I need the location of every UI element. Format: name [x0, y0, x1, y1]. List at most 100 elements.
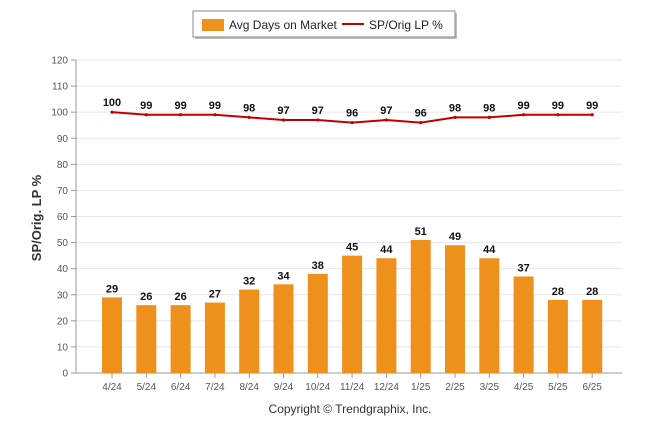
x-axis-ticks: 4/24 5/24 6/24 7/24 8/24 9/24 10/24 11/24 12/24 1…: [102, 373, 602, 393]
bar-value-label: 49: [449, 231, 461, 243]
bar-value-label: 51: [415, 226, 427, 238]
line-point: [487, 115, 491, 119]
line-value-label: 98: [483, 102, 495, 114]
line-value-label: 99: [174, 100, 186, 112]
line-value-label: 99: [209, 100, 221, 112]
x-tick-label: 1/25: [411, 382, 431, 393]
line-value-label: 96: [415, 108, 427, 120]
bar-value-label: 37: [517, 262, 529, 274]
line-point: [213, 113, 217, 117]
bar-value-label: 44: [483, 244, 496, 256]
bar-value-label: 32: [243, 276, 255, 288]
x-tick-label: 9/24: [274, 382, 294, 393]
line-value-label: 98: [243, 102, 255, 114]
x-tick-label: 4/25: [514, 382, 534, 393]
line-point: [453, 115, 457, 119]
line-value-label: 97: [277, 105, 289, 117]
x-tick-label: 7/24: [205, 382, 225, 393]
line-value-label: 99: [586, 100, 598, 112]
y-tick-label: 110: [52, 82, 68, 93]
bar: [513, 276, 534, 373]
bar: [170, 305, 191, 373]
x-tick-label: 5/25: [548, 382, 568, 393]
legend-line-label: SP/Orig LP %: [369, 18, 443, 32]
line-value-label: 97: [380, 105, 392, 117]
bar: [479, 258, 500, 373]
line-value-label: 97: [312, 105, 324, 117]
x-tick-label: 8/24: [239, 382, 259, 393]
line-value-label: 100: [103, 97, 121, 109]
bar: [136, 305, 157, 373]
y-tick-label: 100: [51, 108, 68, 119]
bar-value-label: 26: [174, 291, 186, 303]
y-tick-label: 120: [51, 56, 68, 67]
bar-value-label: 26: [140, 291, 152, 303]
x-tick-label: 6/25: [582, 382, 602, 393]
line-point: [384, 118, 388, 122]
bar: [273, 284, 294, 373]
x-tick-label: 10/24: [305, 382, 330, 393]
line-point: [590, 113, 594, 117]
bar-value-label: 28: [586, 286, 598, 298]
bar: [239, 289, 260, 373]
legend-bar-swatch: [202, 19, 224, 31]
line-point: [144, 113, 148, 117]
data-labels: 29 26 26 27 32 34 38 45 44 51 49 44 37 28 28 100 99 99 99 9…: [103, 97, 599, 303]
line-point: [556, 113, 560, 117]
bar: [204, 302, 225, 373]
y-tick-label: 70: [57, 186, 69, 197]
x-tick-label: 6/24: [171, 382, 191, 393]
line-point: [110, 110, 114, 114]
bar: [376, 258, 397, 373]
bar: [410, 239, 431, 373]
bar-value-label: 44: [380, 244, 393, 256]
line-point: [419, 121, 423, 125]
x-tick-label: 4/24: [102, 382, 122, 393]
x-tick-label: 2/25: [445, 382, 465, 393]
y-tick-label: 60: [57, 212, 69, 223]
y-tick-label: 40: [57, 264, 69, 275]
y-tick-label: 90: [57, 134, 69, 145]
line-value-label: 98: [449, 102, 461, 114]
y-axis-ticks: 0 10 20 30 40 50 60 70 80 90 100 110 120: [51, 56, 76, 380]
line-value-label: 99: [517, 100, 529, 112]
line-point: [281, 118, 286, 122]
x-tick-label: 11/24: [340, 382, 365, 393]
bar-value-label: 29: [106, 283, 118, 295]
bar-value-label: 38: [312, 260, 324, 272]
bar: [342, 255, 363, 373]
bar-series: [102, 239, 603, 373]
y-tick-label: 20: [57, 316, 69, 327]
x-tick-label: 12/24: [374, 382, 399, 393]
bar: [582, 299, 603, 373]
line-value-label: 96: [346, 108, 358, 120]
line-point: [247, 115, 251, 119]
legend-box: [192, 10, 456, 38]
y-tick-label: 10: [57, 342, 69, 353]
line-value-label: 99: [552, 100, 564, 112]
line-point: [350, 121, 354, 125]
y-tick-label: 80: [57, 160, 69, 171]
line-value-label: 99: [140, 100, 152, 112]
line-point: [316, 118, 320, 122]
line-series: [110, 110, 594, 125]
bar-value-label: 27: [209, 289, 221, 301]
y-tick-label: 50: [57, 238, 69, 249]
y-tick-label: 0: [62, 369, 68, 380]
x-tick-label: 5/24: [137, 382, 157, 393]
y-tick-label: 30: [57, 290, 69, 301]
bar-value-label: 34: [277, 270, 290, 282]
bar-value-label: 28: [552, 286, 564, 298]
bar: [307, 273, 328, 373]
copyright: Copyright © Trendgraphix, Inc.: [269, 402, 432, 416]
x-tick-label: 3/25: [480, 382, 500, 393]
y-axis-title: SP/Orig. LP %: [29, 174, 44, 261]
line-point: [179, 113, 183, 117]
bar: [102, 297, 122, 373]
bar: [445, 245, 465, 373]
bar: [547, 299, 568, 373]
legend: Avg Days on Market SP/Orig LP %: [192, 10, 457, 39]
legend-bar-label: Avg Days on Market: [229, 18, 337, 32]
bar-value-label: 45: [346, 242, 358, 254]
